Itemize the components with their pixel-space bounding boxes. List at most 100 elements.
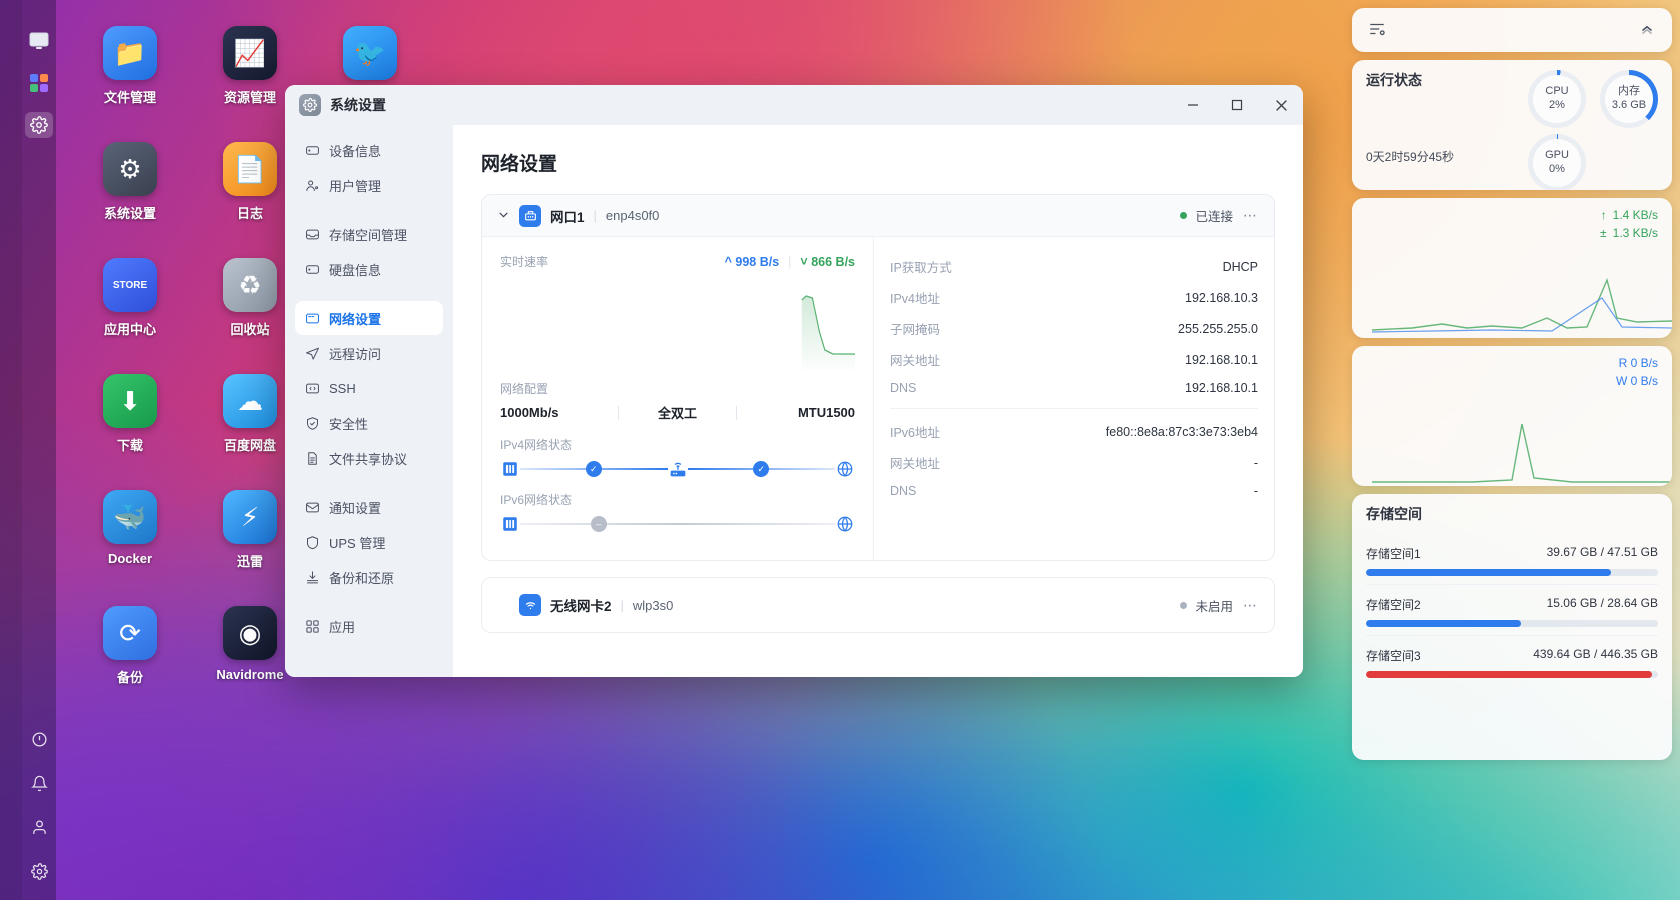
desktop-icon-资源管理[interactable]: 📈 资源管理 — [190, 18, 310, 134]
dock-item-user[interactable] — [25, 814, 53, 840]
send-icon — [305, 346, 320, 361]
interface-right-pane: IP获取方式 DHCP IPv4地址 192.168.10.3 子网掩码 255.255.… — [874, 237, 1274, 560]
sidebar-item-ups[interactable]: UPS 管理 — [295, 525, 443, 559]
sidebar-item-users[interactable]: 用户管理 — [295, 168, 443, 202]
desktop-icon-label: 下载 — [116, 438, 143, 453]
server-icon — [500, 459, 520, 479]
sidebar-item-shield[interactable]: 安全性 — [295, 406, 443, 440]
network-config-row: 1000Mb/s 全双工 MTU1500 — [500, 403, 855, 422]
desktop-icon-label: 日志 — [236, 206, 263, 221]
close-button[interactable] — [1259, 85, 1303, 125]
desktop-icon-迅雷[interactable]: ⚡ 迅雷 — [190, 482, 310, 598]
info-value: fe80::8e8a:87c3:3e73:3eb4 — [1105, 424, 1258, 439]
ipv6-wire-left: – — [520, 516, 678, 532]
desktop-icon-系统设置[interactable]: ⚙ 系统设置 — [70, 134, 190, 250]
widget-toolbar[interactable] — [1352, 8, 1672, 52]
interface-header[interactable]: 无线网卡2 | wlp3s0 未启用 ⋯ — [482, 578, 1274, 632]
sidebar-item-file[interactable]: 文件共享协议 — [295, 441, 443, 475]
device-icon — [305, 143, 320, 158]
info-key: DNS — [890, 381, 917, 395]
info-value: 192.168.10.1 — [1185, 381, 1258, 395]
rate-down-group: ˅ 866 B/s — [800, 255, 855, 269]
desktop-icon-下载[interactable]: ⬇ 下载 — [70, 366, 190, 482]
uptime-value: 0天2时59分45秒 — [1366, 150, 1455, 164]
info-key: IP获取方式 — [890, 261, 952, 275]
storage-usage-bar — [1366, 620, 1658, 627]
desktop-icon-回收站[interactable]: ♻ 回收站 — [190, 250, 310, 366]
dock-item-power[interactable] — [25, 726, 53, 752]
desktop-icon-label: 备份 — [116, 670, 143, 685]
sidebar-item-label: 网络设置 — [329, 311, 382, 327]
settings-sidebar: 设备信息 用户管理存储空间管理 硬盘信息网络设置远程访问 SSH 安全性文件共享协议 通知… — [285, 125, 453, 677]
storage-name: 存储空间2 — [1366, 598, 1421, 612]
sidebar-group-gap — [295, 476, 443, 490]
info-row: 网关地址 - — [890, 447, 1258, 478]
dock-item-apps[interactable] — [25, 70, 53, 96]
storage-row: 存储空间2 15.06 GB / 28.64 GB — [1366, 584, 1658, 635]
storage-rows: 存储空间1 39.67 GB / 47.51 GB 存储空间2 15.06 GB / … — [1366, 534, 1658, 686]
sidebar-item-backup[interactable]: 备份和还原 — [295, 560, 443, 594]
info-value: DHCP — [1222, 259, 1258, 274]
maximize-button[interactable] — [1215, 85, 1259, 125]
more-icon[interactable]: ⋯ — [1243, 207, 1258, 223]
sidebar-item-network[interactable]: 网络设置 — [295, 301, 443, 335]
chevron-up-icon[interactable] — [1638, 20, 1656, 41]
more-icon[interactable]: ⋯ — [1243, 596, 1258, 613]
sidebar-item-send[interactable]: 远程访问 — [295, 336, 443, 370]
dock-item-system-settings[interactable] — [25, 858, 53, 884]
settings-icon: ⚙ — [103, 142, 157, 196]
sidebar-item-label: 通知设置 — [329, 500, 382, 516]
desktop-icon-Docker[interactable]: 🐳 Docker — [70, 482, 190, 598]
storage-icon — [305, 227, 320, 242]
chevron-down-icon[interactable] — [496, 208, 510, 224]
dock-bar[interactable] — [22, 0, 56, 900]
interface-device: enp4s0f0 — [605, 208, 660, 223]
rate-down-value: 866 B/s — [811, 255, 855, 269]
sidebar-item-label: 文件共享协议 — [329, 451, 408, 467]
disk-write-value: W 0 B/s — [1615, 374, 1658, 388]
app-icon-blue: 🐦 — [343, 26, 397, 80]
interface-left-pane: 实时速率 ^ 998 B/s | ˅ 866 B/s — [482, 237, 874, 560]
rate-up-value: 998 B/s — [735, 255, 780, 269]
sidebar-item-device[interactable]: 设备信息 — [295, 133, 443, 167]
dock-item-notifications[interactable] — [25, 770, 53, 796]
file-icon — [305, 451, 320, 466]
info-value: - — [1253, 455, 1258, 470]
gpu-ring: GPU 0% — [1528, 134, 1586, 190]
window-controls[interactable] — [1171, 85, 1303, 125]
filter-icon[interactable] — [1368, 20, 1386, 41]
router-icon — [668, 459, 688, 479]
recycle-bin-icon: ♻ — [223, 258, 277, 312]
storage-name: 存储空间3 — [1366, 649, 1421, 663]
desktop-icon-备份[interactable]: ⟳ 备份 — [70, 598, 190, 714]
arrow-up-icon: ↑ — [1600, 208, 1607, 222]
desktop-icon-百度网盘[interactable]: ☁ 百度网盘 — [190, 366, 310, 482]
interface-status-group: 已连接 ⋯ — [1180, 206, 1260, 225]
dock-item-settings[interactable] — [25, 112, 53, 138]
dock-bottom-group[interactable] — [22, 726, 56, 884]
cpu-value: 2% — [1549, 99, 1565, 111]
interface-header[interactable]: 网口1 | enp4s0f0 已连接 ⋯ — [482, 195, 1274, 237]
desktop-icon-label: 文件管理 — [103, 90, 156, 105]
sidebar-item-disk[interactable]: 硬盘信息 — [295, 252, 443, 286]
window-titlebar[interactable]: 系统设置 — [285, 85, 1303, 125]
sidebar-item-label: UPS 管理 — [329, 535, 386, 551]
desktop-icon-Navidrome[interactable]: ◉ Navidrome — [190, 598, 310, 714]
status-badge: 未启用 — [1195, 599, 1233, 614]
sidebar-item-storage[interactable]: 存储空间管理 — [295, 217, 443, 251]
info-row: 网关地址 192.168.10.1 — [890, 344, 1258, 375]
sidebar-item-apps[interactable]: 应用 — [295, 609, 443, 643]
desktop-icon-文件管理[interactable]: 📁 文件管理 — [70, 18, 190, 134]
minimize-button[interactable] — [1171, 85, 1215, 125]
interface-name: 无线网卡2 — [550, 599, 612, 614]
sidebar-item-terminal[interactable]: SSH — [295, 371, 443, 405]
info-value: 192.168.10.1 — [1185, 352, 1258, 367]
sidebar-item-mail[interactable]: 通知设置 — [295, 490, 443, 524]
status-dot — [1180, 601, 1188, 609]
duplex-value: 全双工 — [658, 406, 698, 421]
dock-item-display[interactable] — [25, 28, 53, 54]
sidebar-group-gap — [295, 287, 443, 301]
info-row: IPv6地址 fe80::8e8a:87c3:3e73:3eb4 — [890, 416, 1258, 447]
desktop-icon-日志[interactable]: 📄 日志 — [190, 134, 310, 250]
desktop-icon-应用中心[interactable]: STORE 应用中心 — [70, 250, 190, 366]
